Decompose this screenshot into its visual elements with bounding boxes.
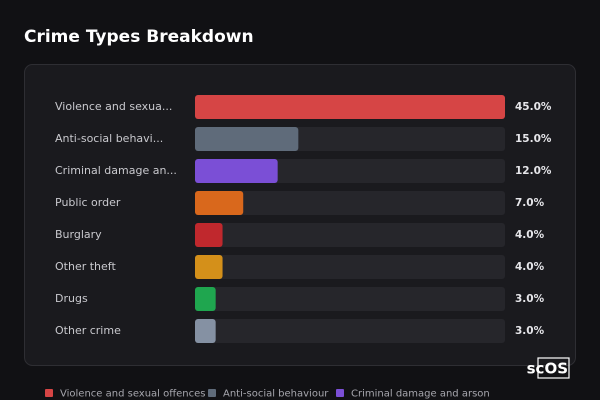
bar xyxy=(195,319,216,343)
category-label: Other theft xyxy=(55,260,116,273)
bar-track xyxy=(195,191,505,215)
category-label: Criminal damage an... xyxy=(55,164,177,177)
legend-swatch xyxy=(208,389,216,397)
watermark-box xyxy=(537,357,570,379)
value-label: 3.0% xyxy=(515,293,545,305)
bar xyxy=(195,127,299,151)
category-label: Violence and sexua... xyxy=(55,100,172,113)
category-label: Drugs xyxy=(55,292,88,305)
legend-label: Criminal damage and arson xyxy=(351,389,490,400)
category-label: Other crime xyxy=(55,324,121,337)
bar-track xyxy=(195,287,505,311)
value-label: 4.0% xyxy=(515,229,545,241)
category-label: Anti-social behavi... xyxy=(55,132,163,145)
category-label: Public order xyxy=(55,196,121,209)
value-label: 12.0% xyxy=(515,165,552,177)
value-label: 7.0% xyxy=(515,197,545,209)
watermark: scOS xyxy=(527,360,568,378)
legend-label: Anti-social behaviour xyxy=(223,389,329,400)
bar xyxy=(195,223,223,247)
category-label: Burglary xyxy=(55,228,102,241)
value-label: 3.0% xyxy=(515,325,545,337)
bar xyxy=(195,255,223,279)
value-label: 15.0% xyxy=(515,133,552,145)
chart-title: Crime Types Breakdown xyxy=(24,27,254,47)
value-label: 45.0% xyxy=(515,101,552,113)
bar-track xyxy=(195,223,505,247)
bar xyxy=(195,287,216,311)
legend-swatch xyxy=(45,389,53,397)
value-label: 4.0% xyxy=(515,261,545,273)
bar xyxy=(195,159,278,183)
legend-swatch xyxy=(336,389,344,397)
bar xyxy=(195,191,244,215)
bar xyxy=(195,95,505,119)
legend-label: Violence and sexual offences xyxy=(60,389,206,400)
bar-track xyxy=(195,319,505,343)
bar-track xyxy=(195,255,505,279)
